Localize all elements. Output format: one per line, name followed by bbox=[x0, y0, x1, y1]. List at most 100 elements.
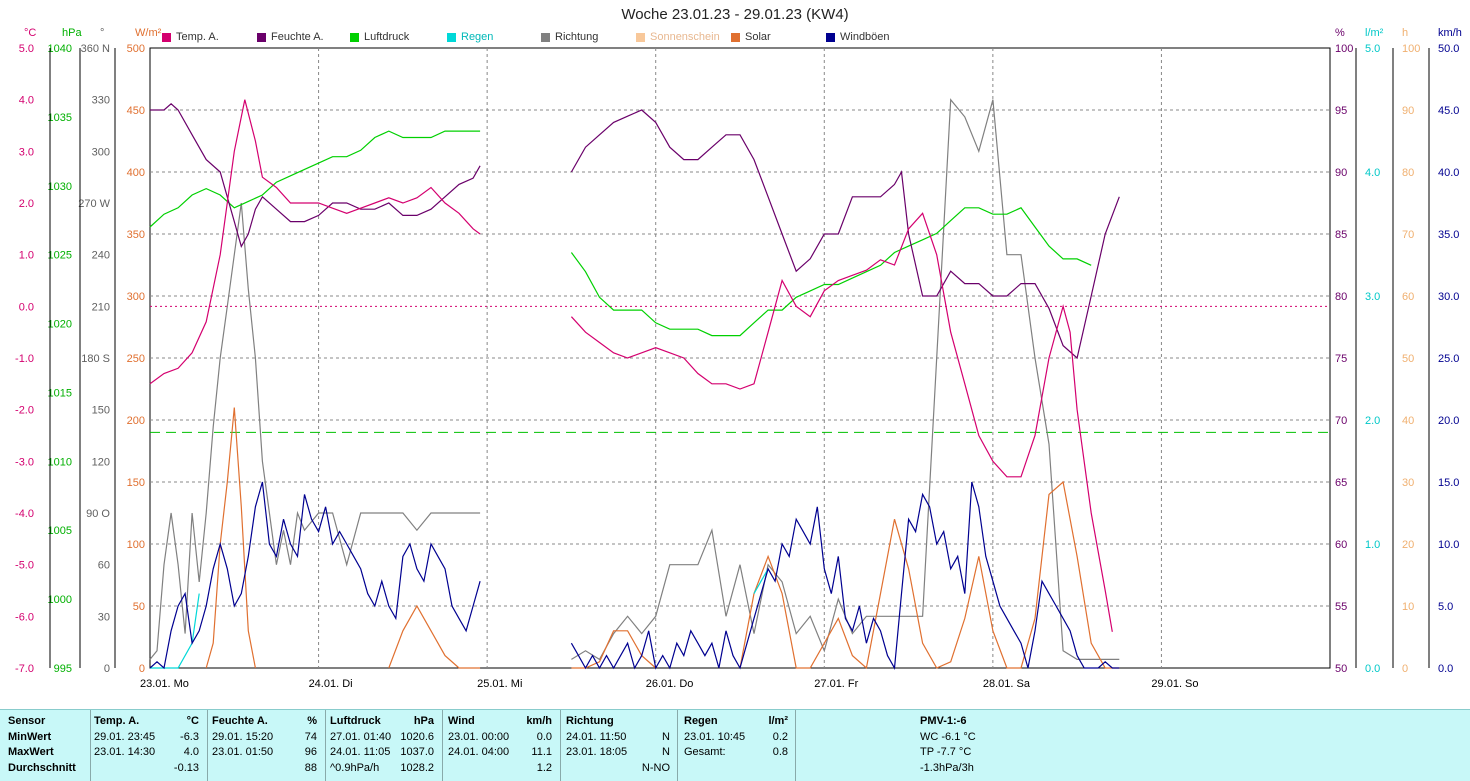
tick-label-pressure: 1015 bbox=[48, 387, 72, 399]
axis-header-solar: W/m² bbox=[135, 27, 162, 39]
tick-label-solar: 200 bbox=[127, 415, 145, 427]
tick-label-rain: 2.0 bbox=[1365, 415, 1380, 427]
legend-label: Richtung bbox=[555, 31, 599, 43]
stats-pressure-header: Luftdruck bbox=[330, 715, 381, 727]
legend-item: Richtung bbox=[541, 31, 598, 43]
tick-label-pressure: 1040 bbox=[48, 43, 72, 55]
stats-rain: Regen l/m² 23.01. 10:45 0.2 Gesamt: 0.8 bbox=[684, 714, 788, 761]
tick-label-wind: 5.0 bbox=[1438, 601, 1453, 613]
tick-label-solar: 350 bbox=[127, 229, 145, 241]
tick-label-pressure: 1035 bbox=[48, 112, 72, 124]
tick-label-wind: 35.0 bbox=[1438, 229, 1459, 241]
tick-label-temp: 3.0 bbox=[19, 146, 34, 158]
tick-label-temp: -2.0 bbox=[15, 405, 34, 417]
tick-label-temp: -5.0 bbox=[15, 560, 34, 572]
legend-item: Feuchte A. bbox=[257, 31, 324, 43]
tick-label-sunshine: 90 bbox=[1402, 105, 1414, 117]
stats-avg-label: Durchschnitt bbox=[8, 761, 76, 774]
tick-label-humidity: 75 bbox=[1335, 353, 1347, 365]
stats-pressure-avg: 1028.2 bbox=[400, 761, 434, 774]
stats-rain-total-label: Gesamt: bbox=[684, 746, 726, 758]
legend-label: Regen bbox=[461, 31, 494, 43]
legend-label: Luftdruck bbox=[364, 31, 410, 43]
stats-temp-max-time: 23.01. 14:30 bbox=[94, 746, 156, 758]
tick-label-wind: 20.0 bbox=[1438, 415, 1459, 427]
stats-wind: Wind km/h 23.01. 00:00 0.0 24.01. 04:00 11.… bbox=[448, 714, 552, 776]
tick-label-temp: -1.0 bbox=[15, 353, 34, 365]
series-line-feuchte-a- bbox=[150, 103, 481, 248]
tick-label-direction: 150 bbox=[92, 405, 110, 417]
axis-header-pressure: hPa bbox=[62, 27, 82, 39]
stats-pressure-trend: ^0.9hPa/h bbox=[330, 761, 380, 774]
tick-label-sunshine: 50 bbox=[1402, 353, 1414, 365]
tick-label-pressure: 1030 bbox=[48, 181, 72, 193]
stats-humidity-max-time: 23.01. 01:50 bbox=[212, 746, 274, 758]
stats-humidity-avg: 88 bbox=[304, 761, 317, 774]
stats-rain-header: Regen bbox=[684, 715, 718, 727]
tick-label-direction: 0 bbox=[104, 663, 110, 675]
tick-label-direction: 300 bbox=[92, 146, 110, 158]
axis-header-humidity: % bbox=[1335, 27, 1345, 39]
legend-label: Windböen bbox=[840, 31, 890, 43]
legend-swatch bbox=[162, 32, 171, 42]
tick-label-humidity: 50 bbox=[1335, 663, 1347, 675]
tick-label-temp: 5.0 bbox=[19, 43, 34, 55]
tick-label-rain: 5.0 bbox=[1365, 43, 1380, 55]
tick-label-humidity: 90 bbox=[1335, 167, 1347, 179]
series-line-windb-en bbox=[570, 481, 1120, 670]
tick-label-pressure: 1010 bbox=[48, 456, 72, 468]
day-label: 25.01. Mi bbox=[477, 678, 522, 690]
tick-label-sunshine: 100 bbox=[1402, 43, 1420, 55]
stats-temp: Temp. A. °C 29.01. 23:45 -6.3 23.01. 14:30… bbox=[94, 714, 199, 776]
axis-header-temp: °C bbox=[24, 27, 36, 39]
tick-label-direction: 30 bbox=[98, 611, 110, 623]
day-label: 27.01. Fr bbox=[814, 678, 858, 690]
tick-label-sunshine: 10 bbox=[1402, 601, 1414, 613]
tick-label-wind: 50.0 bbox=[1438, 43, 1459, 55]
series-line-solar bbox=[388, 604, 481, 669]
tick-label-temp: 4.0 bbox=[19, 95, 34, 107]
legend-label: Sonnenschein bbox=[650, 31, 720, 43]
stats-max-label: MaxWert bbox=[8, 746, 54, 758]
stats-wind-max: 11.1 bbox=[531, 746, 552, 758]
legend-swatch bbox=[826, 32, 835, 42]
tick-label-solar: 0 bbox=[139, 663, 145, 675]
tick-label-direction: 60 bbox=[98, 560, 110, 572]
series-line-feuchte-a- bbox=[570, 109, 1120, 360]
tick-label-sunshine: 30 bbox=[1402, 477, 1414, 489]
tick-label-sunshine: 70 bbox=[1402, 229, 1414, 241]
series-line-luftdruck bbox=[570, 207, 1092, 337]
tick-label-temp: -7.0 bbox=[15, 663, 34, 675]
stats-temp-avg: -0.13 bbox=[173, 761, 199, 774]
day-label: 29.01. So bbox=[1151, 678, 1198, 690]
stats-sensor-header: Sensor bbox=[8, 715, 46, 727]
series-line-windb-en bbox=[149, 481, 481, 670]
axis-header-rain: l/m² bbox=[1365, 27, 1384, 39]
stats-temp-max: 4.0 bbox=[183, 746, 199, 758]
stats-humidity-unit: % bbox=[307, 715, 317, 727]
legend-item: Sonnenschein bbox=[636, 31, 720, 43]
legend-item: Regen bbox=[447, 31, 493, 43]
stats-rain-max: 0.2 bbox=[772, 730, 788, 743]
tick-label-direction: 120 bbox=[92, 456, 110, 468]
legend-swatch bbox=[257, 32, 266, 42]
stats-rain-unit: l/m² bbox=[768, 715, 788, 727]
stats-humidity-max: 96 bbox=[304, 746, 317, 758]
legend-label: Temp. A. bbox=[176, 31, 219, 43]
stats-direction-min-time: 24.01. 11:50 bbox=[566, 730, 627, 743]
legend-swatch bbox=[541, 32, 550, 42]
stats-wind-max-time: 24.01. 04:00 bbox=[448, 746, 510, 758]
day-label: 26.01. Do bbox=[646, 678, 694, 690]
weather-chart: 23.01. Mo 24.01. Di 25.01. Mi 26.01. Do 27.0… bbox=[15, 27, 1462, 690]
tick-label-humidity: 60 bbox=[1335, 539, 1347, 551]
tick-label-rain: 4.0 bbox=[1365, 167, 1380, 179]
tick-label-sunshine: 60 bbox=[1402, 291, 1414, 303]
axis-header-sunshine: h bbox=[1402, 27, 1408, 39]
tick-label-sunshine: 80 bbox=[1402, 167, 1414, 179]
legend-swatch bbox=[350, 32, 359, 42]
legend-item: Luftdruck bbox=[350, 31, 409, 43]
stats-wind-avg: 1.2 bbox=[536, 761, 552, 774]
tick-label-rain: 0.0 bbox=[1365, 663, 1380, 675]
stats-min-label: MinWert bbox=[8, 730, 52, 743]
series-line-luftdruck bbox=[149, 130, 481, 228]
